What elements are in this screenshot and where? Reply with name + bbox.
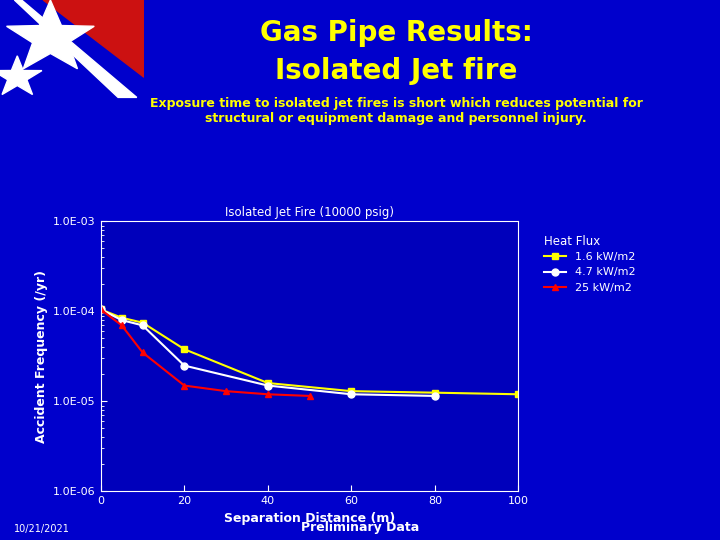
Y-axis label: Accident Frequency (/yr): Accident Frequency (/yr): [35, 270, 48, 443]
1.6 kW/m2: [514, 391, 523, 397]
Line: 1.6 kW/m2: 1.6 kW/m2: [97, 306, 522, 398]
Polygon shape: [0, 56, 42, 94]
1.6 kW/m2: [180, 346, 189, 353]
1.6 kW/m2: [264, 380, 272, 386]
25 kW/m2: [138, 349, 147, 356]
1.6 kW/m2: [431, 389, 439, 396]
25 kW/m2: [264, 391, 272, 397]
Polygon shape: [6, 0, 94, 69]
1.6 kW/m2: [347, 388, 356, 394]
1.6 kW/m2: [96, 306, 105, 313]
25 kW/m2: [96, 306, 105, 313]
4.7 kW/m2: [138, 322, 147, 328]
Text: 10/21/2021: 10/21/2021: [14, 523, 71, 534]
Text: Gas Pipe Results:: Gas Pipe Results:: [260, 19, 532, 47]
X-axis label: Separation Distance (m): Separation Distance (m): [224, 512, 395, 525]
25 kW/m2: [117, 322, 126, 328]
1.6 kW/m2: [117, 314, 126, 321]
25 kW/m2: [222, 388, 230, 394]
4.7 kW/m2: [347, 391, 356, 397]
Line: 25 kW/m2: 25 kW/m2: [97, 306, 313, 400]
4.7 kW/m2: [180, 362, 189, 369]
25 kW/m2: [305, 393, 314, 399]
Title: Isolated Jet Fire (10000 psig): Isolated Jet Fire (10000 psig): [225, 206, 394, 219]
4.7 kW/m2: [117, 317, 126, 323]
Text: Isolated Jet fire: Isolated Jet fire: [275, 57, 517, 85]
Text: Exposure time to isolated jet fires is short which reduces potential for
structu: Exposure time to isolated jet fires is s…: [150, 97, 642, 125]
Text: Preliminary Data: Preliminary Data: [301, 521, 419, 534]
Line: 4.7 kW/m2: 4.7 kW/m2: [97, 306, 438, 400]
4.7 kW/m2: [431, 393, 439, 399]
Legend: 1.6 kW/m2, 4.7 kW/m2, 25 kW/m2: 1.6 kW/m2, 4.7 kW/m2, 25 kW/m2: [541, 248, 639, 296]
Polygon shape: [14, 0, 137, 97]
Polygon shape: [43, 0, 144, 77]
25 kW/m2: [180, 382, 189, 389]
4.7 kW/m2: [96, 306, 105, 313]
1.6 kW/m2: [138, 319, 147, 326]
Text: Heat Flux: Heat Flux: [544, 235, 600, 248]
4.7 kW/m2: [264, 382, 272, 389]
